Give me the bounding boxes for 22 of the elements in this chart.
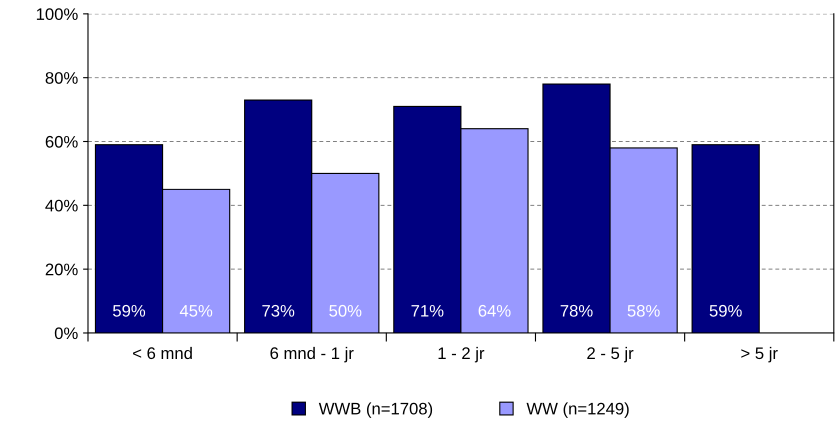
y-tick-label: 40% bbox=[45, 200, 78, 212]
x-tick-label: < 6 mnd bbox=[133, 346, 192, 360]
data-label: 45% bbox=[180, 304, 212, 317]
x-tick-label: 6 mnd - 1 jr bbox=[270, 346, 354, 362]
data-label: 78% bbox=[560, 304, 593, 317]
y-tick-label: 100% bbox=[36, 8, 78, 20]
y-tick-label: 0% bbox=[54, 327, 78, 340]
legend-label: WW (n=1249) bbox=[526, 402, 629, 418]
data-label: 64% bbox=[478, 304, 511, 317]
data-label: 59% bbox=[113, 304, 146, 317]
data-label: 58% bbox=[628, 304, 660, 317]
x-tick-label: > 5 jr bbox=[741, 346, 778, 362]
y-tick-label: 80% bbox=[46, 72, 78, 84]
x-tick-label: 2 - 5 jr bbox=[587, 346, 634, 362]
data-label: 50% bbox=[329, 304, 362, 317]
legend-label: WWB (n=1708) bbox=[318, 402, 432, 418]
data-label: 73% bbox=[262, 304, 294, 317]
data-label: 71% bbox=[412, 304, 444, 317]
y-tick-label: 60% bbox=[46, 136, 78, 148]
y-tick-label: 20% bbox=[46, 264, 78, 276]
x-tick-label: 1 - 2 jr bbox=[438, 346, 484, 362]
data-label: 59% bbox=[710, 304, 742, 317]
